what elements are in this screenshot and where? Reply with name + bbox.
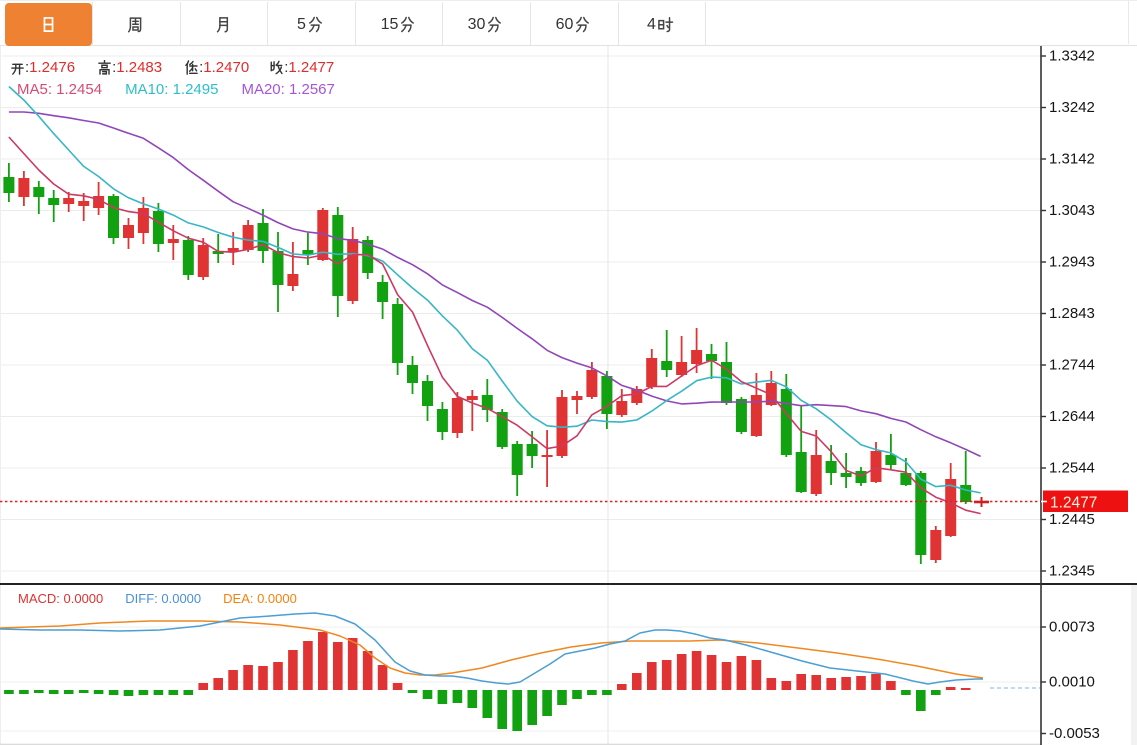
svg-text:-0.0053: -0.0053 <box>1049 725 1100 742</box>
svg-text:1.2943: 1.2943 <box>1049 254 1095 271</box>
svg-text:0.0073: 0.0073 <box>1049 619 1095 636</box>
svg-text:0.0010: 0.0010 <box>1049 674 1095 691</box>
svg-text:1.2445: 1.2445 <box>1049 511 1095 528</box>
svg-text:1.3342: 1.3342 <box>1049 48 1095 65</box>
svg-text:1.3142: 1.3142 <box>1049 151 1095 168</box>
svg-text:1.2477: 1.2477 <box>1050 495 1097 512</box>
svg-text:1.2644: 1.2644 <box>1049 408 1095 425</box>
svg-text:1.2345: 1.2345 <box>1049 563 1095 580</box>
svg-text:1.3242: 1.3242 <box>1049 99 1095 116</box>
svg-text:1.2843: 1.2843 <box>1049 305 1095 322</box>
svg-text:1.3043: 1.3043 <box>1049 202 1095 219</box>
svg-text:1.2544: 1.2544 <box>1049 460 1095 477</box>
svg-text:1.2744: 1.2744 <box>1049 357 1095 374</box>
